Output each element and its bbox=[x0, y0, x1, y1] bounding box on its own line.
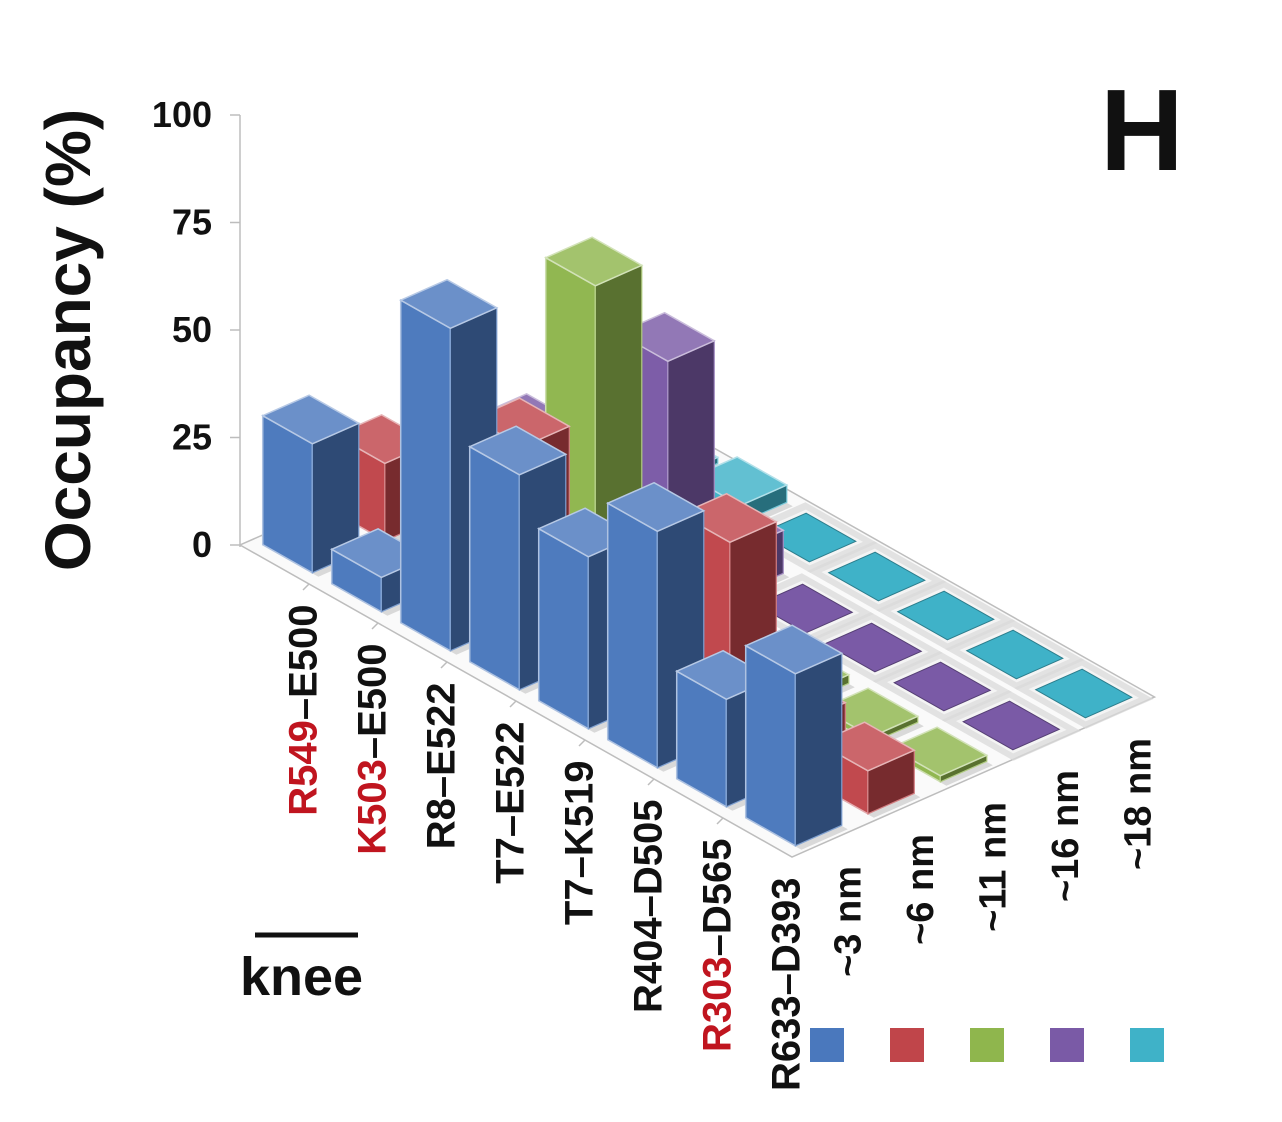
legend-swatch bbox=[890, 1028, 924, 1062]
bar-front-face bbox=[606, 501, 659, 770]
pair-tick bbox=[371, 622, 379, 630]
tile-top bbox=[755, 583, 854, 634]
legend-swatch bbox=[810, 1028, 844, 1062]
bar bbox=[872, 651, 1012, 722]
distance-label: ~18 nm bbox=[1117, 738, 1159, 870]
bar-top-face bbox=[889, 726, 989, 777]
bars bbox=[261, 236, 1154, 850]
bar-top-face bbox=[544, 236, 644, 287]
bar bbox=[744, 624, 848, 850]
y-tick-label: 25 bbox=[172, 417, 212, 458]
bar-top-face bbox=[678, 492, 778, 544]
tile-top bbox=[896, 590, 995, 641]
pair-tick bbox=[509, 700, 517, 708]
pair-label: R404–D505 bbox=[627, 800, 671, 1014]
bar-front-face bbox=[468, 445, 521, 692]
bar-top-face bbox=[399, 278, 499, 330]
tile-top bbox=[827, 551, 926, 602]
pair-label: T7–K519 bbox=[558, 761, 602, 926]
bar bbox=[876, 580, 1016, 651]
y-tick-label: 75 bbox=[172, 202, 212, 243]
bar bbox=[941, 690, 1081, 761]
pair-label: R549–E500 bbox=[282, 605, 326, 816]
panel-letter: H bbox=[1100, 65, 1184, 195]
distance-label: ~16 nm bbox=[1045, 770, 1087, 902]
pair-label: K503–E500 bbox=[351, 644, 395, 855]
bar-side-face bbox=[794, 652, 843, 847]
bar bbox=[816, 721, 921, 818]
y-axis-label: Occupancy (%) bbox=[32, 109, 104, 571]
tile-top bbox=[1034, 668, 1133, 719]
bar bbox=[1014, 658, 1154, 729]
tile-top bbox=[893, 661, 992, 712]
knee-label: knee bbox=[240, 947, 363, 1007]
tile-top bbox=[962, 700, 1061, 751]
bar bbox=[945, 619, 1085, 690]
bar bbox=[803, 612, 943, 683]
bar-top-face bbox=[261, 394, 361, 445]
pair-label: T7–E522 bbox=[489, 722, 533, 884]
tile-top bbox=[824, 622, 923, 673]
y-axis: 0 25 50 75 100 bbox=[152, 94, 241, 565]
tile-top bbox=[758, 512, 857, 563]
labels: R549–E500 K503–E500 R8–E522 T7–E522 T7–K519 R… bbox=[282, 605, 1164, 1092]
legend-swatch bbox=[970, 1028, 1004, 1062]
pair-tick bbox=[578, 739, 586, 747]
bar-front-face bbox=[744, 644, 797, 848]
y-tick-label: 100 bbox=[152, 94, 212, 135]
pair-label: R633–D393 bbox=[765, 878, 809, 1092]
y-tick-label: 50 bbox=[172, 309, 212, 350]
pair-label: R303–D565 bbox=[696, 839, 740, 1053]
pair-tick bbox=[440, 661, 448, 669]
legend-swatch bbox=[1050, 1028, 1084, 1062]
pair-label: R8–E522 bbox=[420, 683, 464, 850]
legend-swatch bbox=[1130, 1028, 1164, 1062]
pair-tick bbox=[716, 817, 724, 825]
pair-tick bbox=[647, 778, 655, 786]
distance-label: ~11 nm bbox=[972, 802, 1014, 932]
pair-tick bbox=[302, 583, 310, 591]
bar-front-face bbox=[399, 298, 452, 653]
distance-label: ~6 nm bbox=[900, 834, 942, 945]
y-tick-label: 0 bbox=[192, 524, 212, 565]
bar bbox=[807, 541, 947, 612]
tile-top bbox=[965, 629, 1064, 680]
distance-label: ~3 nm bbox=[827, 866, 869, 977]
bar bbox=[889, 726, 993, 786]
bar-top-face bbox=[744, 624, 844, 675]
bar-top-face bbox=[468, 425, 568, 476]
bar-front-face bbox=[537, 527, 590, 731]
bar-top-face bbox=[606, 481, 706, 533]
